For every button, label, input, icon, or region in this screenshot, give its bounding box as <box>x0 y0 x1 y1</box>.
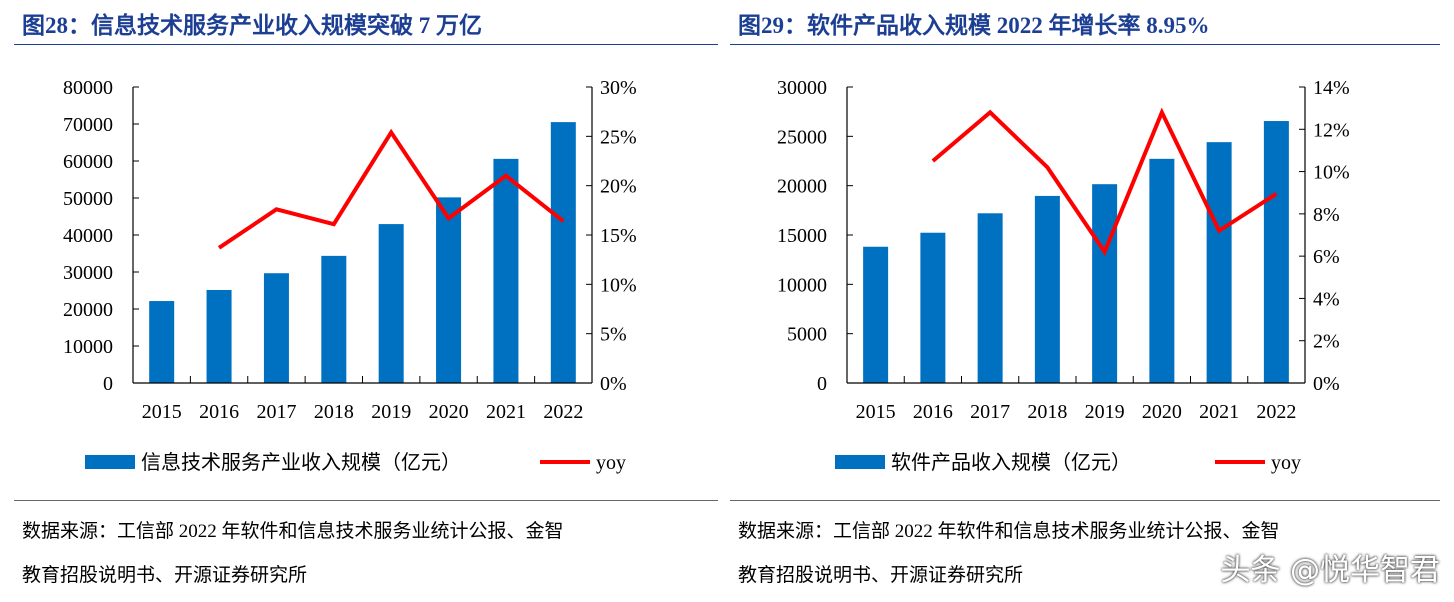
title-divider <box>14 44 718 45</box>
left-tick-label: 60000 <box>63 151 113 173</box>
x-tick-label: 2020 <box>1142 401 1182 423</box>
right-tick-label: 15% <box>600 225 637 247</box>
bar-2020 <box>436 197 462 383</box>
bar-2017 <box>263 273 289 383</box>
x-tick-label: 2019 <box>371 401 411 423</box>
chart-28: 0 10000 20000 30000 40000 50000 60000 70000 8000… <box>63 77 637 474</box>
legend-bar-label: 软件产品收入规模（亿元） <box>891 451 1131 474</box>
x-tick-label: 2021 <box>1199 401 1239 423</box>
x-tick-label: 2017 <box>256 401 296 423</box>
left-tick-label: 10000 <box>777 274 827 296</box>
left-tick-label: 50000 <box>63 188 113 210</box>
right-tick-label: 5% <box>600 324 627 346</box>
x-tick-label: 2016 <box>199 401 239 423</box>
x-tick-label: 2016 <box>913 401 953 423</box>
bar-2019 <box>1092 184 1118 383</box>
right-tick-label: 20% <box>600 176 637 198</box>
source-text: 教育招股说明书、开源证券研究所 <box>22 565 308 586</box>
source-text: 数据来源：工信部 2022 年软件和信息技术服务业统计公报、金智 <box>22 521 564 542</box>
left-tick-label: 70000 <box>63 114 113 136</box>
left-tick-label: 10000 <box>63 336 113 358</box>
bar-2016 <box>920 232 946 383</box>
legend-bar-label: 信息技术服务产业收入规模（亿元） <box>141 451 461 474</box>
watermark: 头条 @悦华智君 <box>1220 553 1440 588</box>
right-tick-label: 2% <box>1313 331 1340 353</box>
left-tick-label: 80000 <box>63 77 113 99</box>
left-tick-label: 25000 <box>777 126 827 148</box>
right-tick-label: 14% <box>1313 77 1350 99</box>
source-divider <box>14 500 718 501</box>
legend-bar-swatch <box>85 455 135 469</box>
left-tick-label: 40000 <box>63 225 113 247</box>
x-tick-label: 2015 <box>142 401 182 423</box>
x-tick-label: 2018 <box>1027 401 1067 423</box>
right-tick-label: 12% <box>1313 119 1350 141</box>
bar-2022 <box>1263 121 1289 383</box>
x-tick-label: 2017 <box>970 401 1010 423</box>
chart-29: 0 5000 10000 15000 20000 25000 30000 0% 2% 4% 6% 8%… <box>777 77 1350 474</box>
right-tick-label: 30% <box>600 77 637 99</box>
bar-2019 <box>378 224 404 383</box>
chart-panel-29: 图29：软件产品收入规模 2022 年增长率 8.95% 0 5000 10000 1… <box>730 0 1440 602</box>
bar-2015 <box>149 301 175 383</box>
x-tick-label: 2021 <box>486 401 526 423</box>
x-tick-label: 2015 <box>856 401 896 423</box>
right-tick-label: 6% <box>1313 246 1340 268</box>
right-tick-label: 8% <box>1313 204 1340 226</box>
bar-2017 <box>977 213 1003 383</box>
x-tick-label: 2022 <box>543 401 583 423</box>
right-tick-label: 0% <box>600 373 627 395</box>
x-tick-label: 2019 <box>1085 401 1125 423</box>
x-tick-label: 2018 <box>314 401 354 423</box>
left-tick-label: 0 <box>817 373 827 395</box>
left-tick-label: 20000 <box>63 299 113 321</box>
legend-line-label: yoy <box>1271 452 1301 474</box>
bar-2015 <box>863 246 889 383</box>
bar-2018 <box>321 255 347 383</box>
source-text: 数据来源：工信部 2022 年软件和信息技术服务业统计公报、金智 <box>738 521 1280 542</box>
left-tick-label: 15000 <box>777 225 827 247</box>
left-tick-label: 30000 <box>777 77 827 99</box>
right-tick-label: 4% <box>1313 288 1340 310</box>
chart-title: 图28：信息技术服务产业收入规模突破 7 万亿 <box>22 13 482 38</box>
title-divider <box>730 44 1440 45</box>
bar-2021 <box>1206 142 1232 383</box>
left-tick-label: 30000 <box>63 262 113 284</box>
left-tick-label: 5000 <box>787 324 827 346</box>
right-tick-label: 0% <box>1313 373 1340 395</box>
chart-panel-28: 图28：信息技术服务产业收入规模突破 7 万亿 0 10000 20000 30000… <box>14 0 718 602</box>
bar-2018 <box>1034 195 1060 383</box>
bar-2016 <box>206 289 232 383</box>
right-tick-label: 10% <box>600 274 637 296</box>
left-tick-label: 20000 <box>777 176 827 198</box>
source-text: 教育招股说明书、开源证券研究所 <box>738 565 1024 586</box>
right-tick-label: 10% <box>1313 162 1350 184</box>
bar-2020 <box>1149 158 1175 383</box>
right-tick-label: 25% <box>600 126 637 148</box>
legend-bar-swatch <box>835 455 885 469</box>
legend-line-label: yoy <box>596 452 626 474</box>
left-tick-label: 0 <box>103 373 113 395</box>
chart-title: 图29：软件产品收入规模 2022 年增长率 8.95% <box>738 13 1210 38</box>
x-tick-label: 2022 <box>1256 401 1296 423</box>
bar-2021 <box>493 158 519 383</box>
bar-2022 <box>550 122 576 383</box>
source-divider <box>730 500 1440 501</box>
x-tick-label: 2020 <box>429 401 469 423</box>
